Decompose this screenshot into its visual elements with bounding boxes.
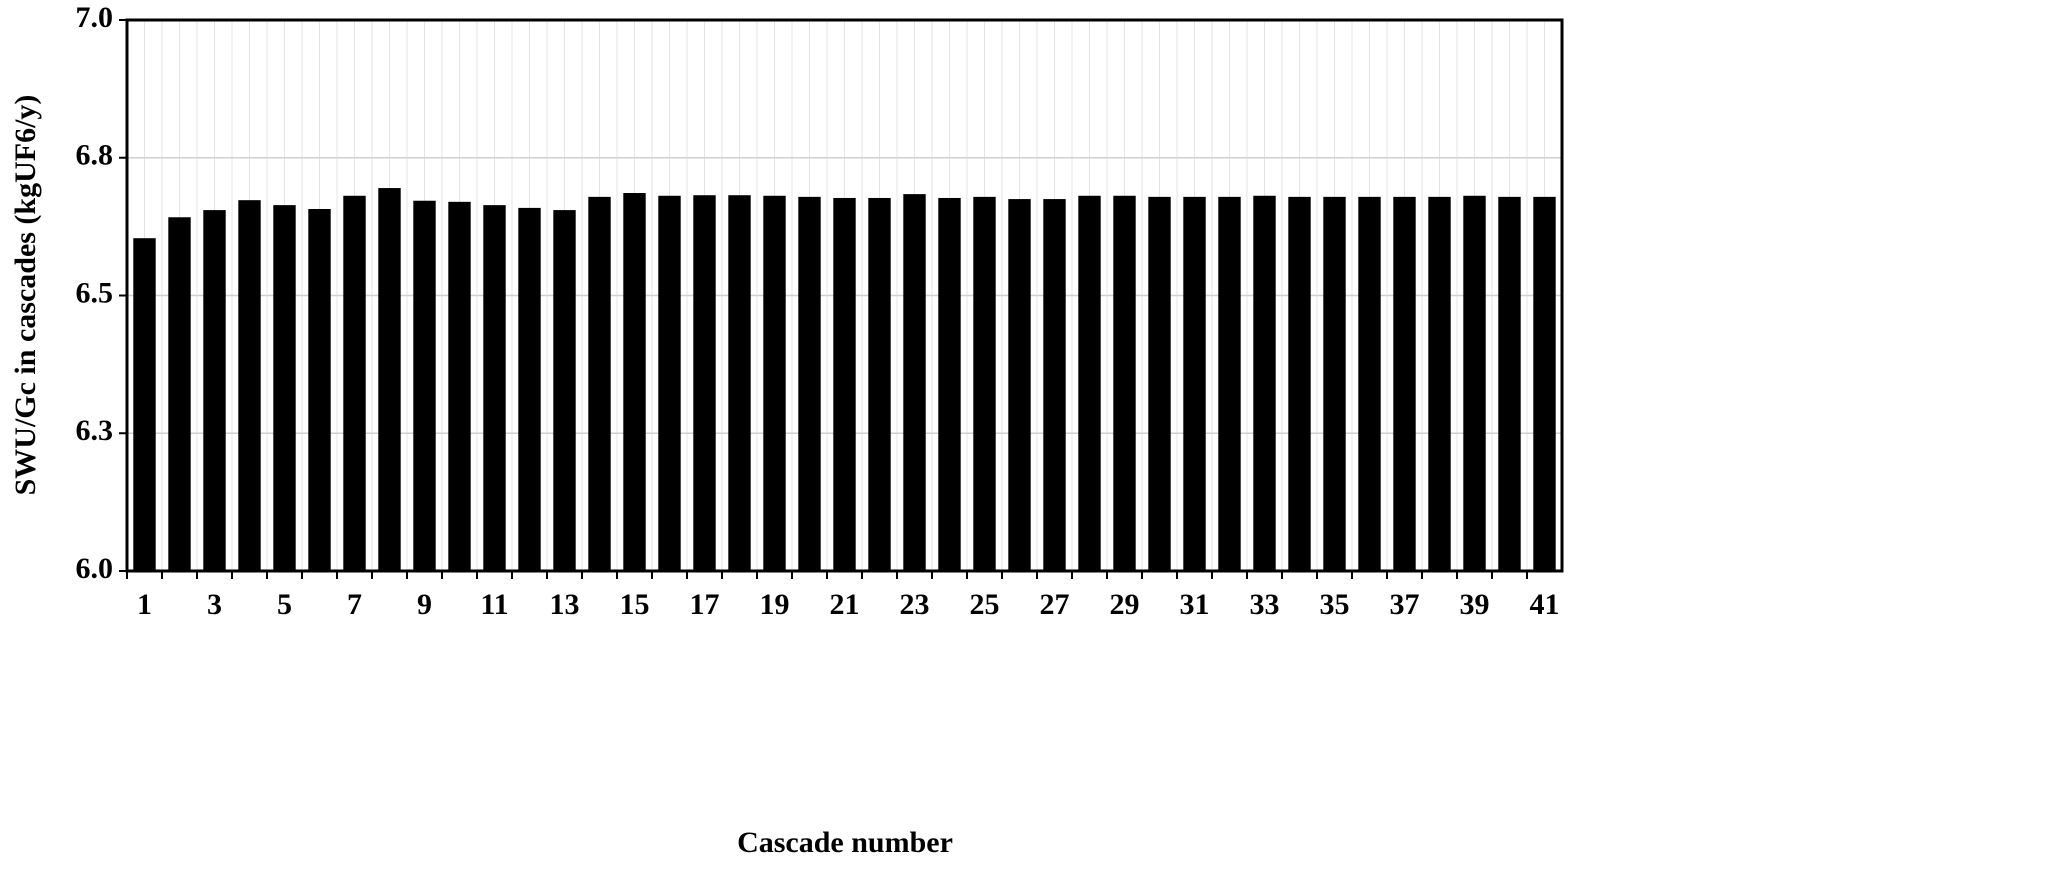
bar	[413, 200, 436, 571]
bar	[1113, 195, 1136, 572]
bar	[1218, 196, 1241, 571]
x-tick-label: 19	[760, 588, 790, 621]
bar	[483, 205, 506, 572]
bar	[588, 196, 611, 571]
bar	[1323, 196, 1346, 571]
bar	[1498, 196, 1521, 571]
y-tick-label: 6.5	[76, 276, 114, 309]
x-tick-label: 9	[417, 588, 432, 621]
bar	[168, 217, 191, 571]
bar	[623, 193, 646, 571]
bar	[938, 197, 961, 571]
bar	[973, 196, 996, 571]
bar	[868, 197, 891, 571]
y-axis-title: SWU/Gc in cascades (kgUF6/y)	[9, 95, 42, 496]
x-tick-label: 3	[207, 588, 222, 621]
bar	[728, 195, 751, 571]
x-tick-label: 33	[1250, 588, 1280, 621]
x-tick-label: 5	[277, 588, 292, 621]
bar	[833, 197, 856, 571]
bar	[1393, 196, 1416, 571]
bar	[378, 188, 401, 571]
bar	[903, 194, 926, 571]
bar	[448, 201, 471, 571]
bar	[1078, 195, 1101, 572]
bar	[1008, 199, 1031, 571]
bar	[1183, 196, 1206, 571]
bar	[203, 210, 226, 571]
bar	[658, 195, 681, 572]
x-tick-label: 21	[830, 588, 860, 621]
x-tick-label: 29	[1110, 588, 1140, 621]
bar	[1463, 195, 1486, 572]
y-tick-label: 7.0	[76, 1, 114, 34]
x-tick-label: 15	[620, 588, 650, 621]
x-tick-label: 11	[480, 588, 508, 621]
bar	[1043, 199, 1066, 571]
bar	[518, 207, 541, 572]
bar	[693, 195, 716, 571]
bar	[1533, 196, 1556, 571]
x-tick-label: 37	[1390, 588, 1420, 621]
bar	[1358, 196, 1381, 571]
bar	[238, 200, 261, 571]
x-tick-label: 39	[1460, 588, 1490, 621]
bar	[1428, 196, 1451, 571]
bar	[343, 195, 366, 572]
x-axis-title: Cascade number	[737, 826, 953, 859]
bar	[798, 196, 821, 571]
bar	[1253, 195, 1276, 572]
x-tick-label: 35	[1320, 588, 1350, 621]
x-tick-label: 31	[1180, 588, 1210, 621]
y-tick-label: 6.8	[76, 139, 114, 172]
bar	[273, 205, 296, 572]
y-tick-label: 6.3	[76, 414, 114, 447]
x-tick-label: 27	[1040, 588, 1070, 621]
x-tick-label: 41	[1530, 588, 1560, 621]
y-tick-label: 6.0	[76, 552, 114, 585]
bar	[1148, 196, 1171, 571]
x-tick-label: 1	[137, 588, 152, 621]
x-tick-label: 17	[690, 588, 720, 621]
bar	[1288, 196, 1311, 571]
bar	[763, 195, 786, 572]
x-tick-label: 23	[900, 588, 930, 621]
plot-frame	[125, 18, 1564, 573]
bar	[553, 210, 576, 571]
bar	[133, 238, 156, 572]
x-tick-label: 13	[550, 588, 580, 621]
bar	[308, 208, 331, 572]
x-tick-label: 7	[347, 588, 362, 621]
x-tick-label: 25	[970, 588, 1000, 621]
